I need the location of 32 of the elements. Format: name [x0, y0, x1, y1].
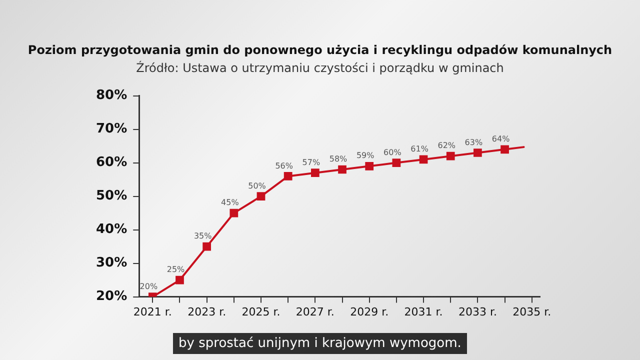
data-label: 35%: [194, 232, 212, 241]
y-tick-label: 50%: [96, 188, 128, 204]
x-tick-label: 2025 r.: [242, 305, 280, 318]
x-tick-label: 2035 r.: [512, 305, 552, 318]
data-label: 57%: [302, 158, 320, 167]
data-label: 50%: [248, 181, 266, 190]
chart-title: Poziom przygotowania gmin do ponownego użycia i recyklingu odpadów komunalnych: [26, 43, 614, 57]
x-tick-label: 2023 r.: [188, 305, 226, 318]
y-tick-label: 60%: [96, 155, 128, 170]
data-label: 60%: [384, 148, 402, 157]
y-tick-label: 20%: [96, 289, 128, 304]
y-tick-label: 40%: [96, 222, 128, 238]
x-tick-label: 2033 r.: [458, 305, 497, 318]
y-tick-label: 80%: [96, 88, 128, 104]
data-label: 45%: [221, 198, 240, 208]
y-tick-label: 30%: [96, 256, 128, 271]
data-label: 64%: [492, 134, 510, 144]
y-tick-label: 70%: [96, 122, 128, 137]
x-tick-label: 2029 r.: [350, 305, 389, 318]
data-label: 63%: [464, 138, 483, 147]
data-label: 25%: [166, 265, 186, 274]
data-label: 20%: [140, 282, 158, 291]
data-label: 56%: [275, 161, 294, 170]
data-label: 58%: [329, 154, 348, 164]
text: by sprostać unijnym i krajowym wymogom.: [172, 333, 468, 354]
data-label: 61%: [410, 144, 429, 154]
chart-subtitle: Źródło: Ustawa o utrzymaniu czystości i porządku w gminach: [135, 61, 505, 75]
x-tick-label: 2027 r.: [296, 305, 334, 318]
x-tick-label: 2021 r.: [133, 305, 172, 318]
data-label: 62%: [438, 141, 456, 150]
x-tick-label: 2031 r.: [404, 305, 443, 318]
data-label: 59%: [356, 151, 375, 160]
